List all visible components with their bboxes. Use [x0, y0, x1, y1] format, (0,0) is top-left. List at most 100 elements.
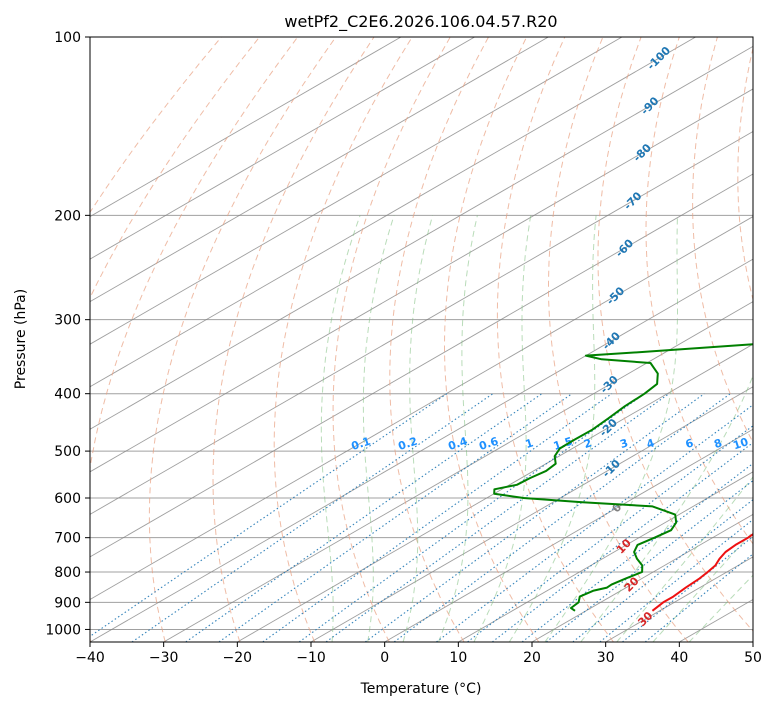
isotherm-line — [90, 45, 753, 430]
x-tick-label: −30 — [149, 650, 179, 666]
y-tick-label: 1000 — [45, 622, 81, 638]
isotherm-label: 30 — [635, 609, 655, 629]
moist-adiabat — [320, 215, 361, 642]
isotherm-line — [90, 37, 402, 218]
isotherm-label: -60 — [613, 236, 636, 259]
dry-adiabat — [90, 37, 222, 214]
isotherm-line — [90, 216, 753, 600]
isotherm-label: -30 — [598, 373, 621, 396]
dry-adiabat — [444, 37, 540, 642]
isotherm-label: 20 — [622, 574, 642, 594]
isotherm-line — [90, 37, 549, 303]
sounding-series — [493, 343, 753, 612]
x-axis-title: Temperature (°C) — [360, 681, 482, 697]
isotherm-line — [90, 37, 696, 388]
mixing-ratio-line — [572, 498, 753, 642]
y-tick-label: 200 — [54, 208, 81, 224]
isotherm-label: -80 — [631, 141, 654, 164]
isotherm-label: 10 — [614, 536, 634, 556]
mixing-ratio-label: 0.4 — [447, 434, 470, 452]
mixing-ratio-label: 8 — [712, 436, 723, 451]
x-tick-label: 50 — [744, 650, 762, 666]
mixing-ratio-line — [393, 393, 731, 642]
mixing-ratio-line — [218, 393, 573, 642]
isotherm-line — [458, 471, 753, 642]
reference-labels: 0.10.20.40.611.52346810131620253036-100-… — [350, 44, 775, 670]
mixing-ratio-line — [298, 393, 646, 642]
dry-adiabat — [389, 37, 489, 642]
dry-adiabat — [90, 37, 299, 642]
y-tick-label: 600 — [54, 491, 81, 507]
dry-adiabat — [645, 37, 753, 545]
moist-adiabat — [438, 215, 478, 642]
mixing-ratio-line — [185, 393, 543, 642]
dry-adiabat — [148, 37, 337, 642]
moist-adiabat — [473, 215, 532, 642]
mixing-ratio-line — [599, 518, 753, 642]
mixing-ratio-label: 0.2 — [397, 435, 420, 453]
moist-adiabat — [688, 574, 753, 642]
dry-adiabat — [332, 37, 451, 642]
y-axis-title: Pressure (hPa) — [13, 289, 29, 389]
mixing-ratio-line — [325, 393, 670, 642]
isotherm-label: 40 — [638, 650, 658, 670]
isotherm-label: -100 — [645, 44, 674, 73]
mixing-ratio-label: 1.5 — [552, 435, 575, 453]
isotherm-line — [752, 641, 753, 642]
mixing-ratio-line — [467, 425, 753, 642]
isotherm-label: 0 — [610, 500, 625, 515]
mixing-ratio-line — [545, 479, 753, 642]
dry-adiabat — [692, 37, 753, 444]
y-axis: 100 200 300 400 500 600 700 800 900 1000 — [45, 30, 90, 638]
y-tick-label: 400 — [54, 387, 81, 403]
dry-adiabat — [273, 37, 413, 642]
mixing-ratio-line — [644, 553, 753, 642]
mixing-ratio-label: 10 — [731, 435, 750, 452]
y-tick-label: 900 — [54, 595, 81, 611]
mixing-ratio-label: 6 — [684, 436, 696, 451]
isotherm-line — [163, 301, 753, 642]
mixing-ratio-line — [262, 393, 613, 642]
isotherm-line — [90, 37, 623, 345]
x-tick-label: 30 — [597, 650, 615, 666]
dry-adiabat — [90, 37, 260, 299]
dewpoint-line — [493, 343, 753, 612]
y-tick-label: 700 — [54, 531, 81, 547]
temperature-line — [651, 532, 753, 612]
moist-adiabat — [616, 476, 753, 642]
isotherm-line — [90, 37, 475, 260]
y-tick-label: 300 — [54, 313, 81, 329]
mixing-ratio-line — [131, 393, 494, 642]
dry-adiabat — [212, 37, 375, 642]
moist-adiabat — [508, 215, 597, 642]
isotherm-line — [605, 556, 753, 642]
isotherm-line — [90, 258, 753, 642]
mixing-ratio-label: 1 — [524, 436, 535, 451]
x-tick-label: 0 — [380, 650, 389, 666]
mixing-ratio-line — [491, 441, 753, 642]
y-tick-label: 800 — [54, 565, 81, 581]
dry-adiabat — [597, 37, 753, 632]
mixing-ratio-line — [622, 535, 753, 642]
plot-frame — [89, 36, 754, 643]
mixing-ratio-label: 2 — [582, 436, 593, 451]
x-tick-label: −10 — [296, 650, 326, 666]
isotherm-line — [90, 88, 753, 473]
moist-adiabat — [652, 530, 753, 642]
dry-adiabat — [737, 46, 753, 302]
x-tick-label: 20 — [523, 650, 541, 666]
x-tick-label: 10 — [449, 650, 467, 666]
reference-lines — [90, 37, 753, 642]
mixing-ratio-label: 13 — [759, 435, 775, 452]
y-tick-label: 500 — [54, 444, 81, 460]
isotherm-line — [237, 343, 753, 642]
y-tick-label: 100 — [54, 30, 81, 46]
isotherm-line — [90, 130, 753, 515]
moist-adiabat — [402, 215, 434, 642]
x-tick-label: −40 — [75, 650, 105, 666]
dry-adiabat — [496, 37, 614, 642]
mixing-ratio-line — [364, 393, 705, 642]
mixing-ratio-label: 0.1 — [350, 435, 373, 453]
mixing-ratio-label: 0.6 — [477, 434, 500, 452]
